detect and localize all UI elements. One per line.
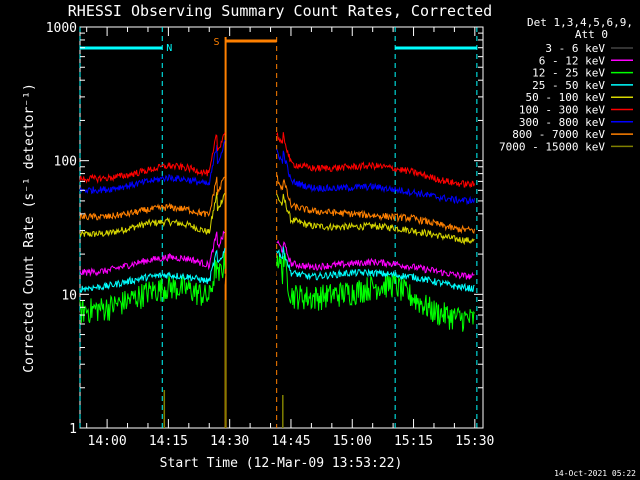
legend-item-label: 300 - 800 keV — [519, 116, 605, 129]
x-tick-label: 14:00 — [88, 434, 127, 449]
series-line — [79, 230, 226, 277]
legend-item-label: 800 - 7000 keV — [512, 128, 605, 141]
series-line — [79, 252, 226, 323]
legend-item-label: 50 - 100 keV — [526, 91, 606, 104]
series-line — [276, 246, 475, 293]
legend-item-label: 25 - 50 keV — [532, 79, 605, 92]
y-tick-label: 100 — [54, 155, 77, 170]
series-line — [276, 174, 475, 235]
y-tick-label: 10 — [61, 288, 77, 303]
legend-item-label: 100 - 300 keV — [519, 104, 605, 117]
series-line — [276, 132, 475, 189]
x-axis-label: Start Time (12-Mar-09 13:53:22) — [160, 456, 403, 471]
series-line — [276, 252, 475, 332]
series-line — [79, 247, 226, 293]
chart-title: RHESSI Observing Summary Count Rates, Co… — [68, 2, 492, 20]
series-line — [79, 176, 226, 221]
series-line — [79, 140, 226, 195]
y-tick-label: 1 — [69, 422, 77, 437]
series-line — [79, 191, 226, 238]
x-tick-label: 14:45 — [271, 434, 310, 449]
x-tick-label: 15:30 — [455, 434, 494, 449]
legend-header-attenuator: Att 0 — [575, 28, 608, 41]
series-line — [276, 265, 475, 337]
legend-item-label: 12 - 25 keV — [532, 67, 605, 80]
x-tick-label: 15:15 — [394, 434, 433, 449]
y-axis-label: Corrected Count Rate (s⁻¹ detector⁻¹) — [22, 83, 37, 373]
x-tick-label: 15:00 — [333, 434, 372, 449]
legend-item-label: 6 - 12 keV — [539, 54, 606, 67]
series-group — [79, 132, 475, 428]
x-tick-label: 14:30 — [210, 434, 249, 449]
footer-date: 14-Oct-2021 05:22 — [554, 469, 636, 478]
series-line — [276, 149, 475, 206]
legend-item-label: 7000 - 15000 keV — [499, 140, 605, 153]
flag-label: N — [166, 43, 172, 54]
flag-bars: NS — [79, 27, 478, 428]
y-tick-label: 1000 — [46, 21, 77, 36]
axes: 1 10 100 1000 14:00 14:15 14:30 14:45 15:00 15:15… — [46, 21, 495, 449]
x-tick-label: 14:15 — [149, 434, 188, 449]
legend-header-detectors: Det 1,3,4,5,6,9, — [527, 16, 633, 29]
series-line — [79, 132, 226, 184]
flag-label: S — [214, 37, 220, 48]
legend-item-label: 3 - 6 keV — [545, 42, 605, 55]
series-line — [276, 239, 475, 280]
series-line — [276, 193, 475, 246]
